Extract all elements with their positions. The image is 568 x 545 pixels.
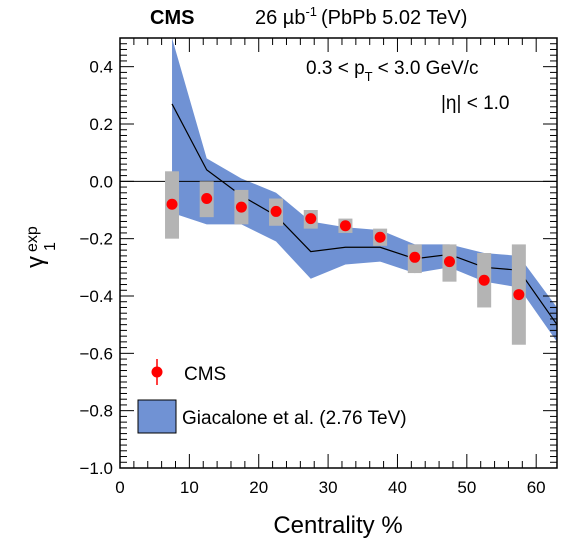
y-tick-label: −0.6 [79, 344, 113, 363]
legend-cms-label: CMS [184, 364, 226, 385]
x-tick-label: 50 [457, 478, 476, 497]
pt-range-annotation: 0.3 < pT < 3.0 GeV/c [306, 58, 478, 84]
legend: CMS Giacalone et al. (2.76 TeV) [137, 359, 407, 434]
cms-data-point [513, 289, 525, 301]
cms-data-point [443, 256, 455, 268]
y-tick-label: −0.8 [79, 402, 113, 421]
plot-area [120, 38, 557, 345]
y-tick-label: −1.0 [79, 459, 113, 478]
eta-cut-annotation: |η| < 1.0 [441, 93, 510, 114]
pt-range-subscript: T [365, 69, 373, 84]
pt-range-upper: < 3.0 GeV/c [378, 58, 479, 79]
cms-data-point [270, 205, 282, 217]
x-tick-label: 40 [388, 478, 407, 497]
cms-data-point [235, 201, 247, 213]
cms-data-point [305, 213, 317, 225]
x-tick-label: 20 [249, 478, 268, 497]
legend-band-label: Giacalone et al. (2.76 TeV) [182, 408, 407, 429]
y-tick-label: 0.2 [89, 115, 113, 134]
y-axis-title-symbol: γ [22, 256, 49, 268]
y-tick-label: 0.4 [89, 58, 113, 77]
x-tick-label: 60 [527, 478, 546, 497]
axis-ticks: 0 10 20 30 40 50 60 −1.0 −0.8 −0.6 −0.4 −0.2 0.0 0.2 0… [79, 37, 557, 497]
cms-data-point [166, 198, 178, 210]
y-tick-label: −0.2 [79, 230, 113, 249]
luminosity-exponent: -1 [305, 4, 317, 19]
cms-data-point [339, 220, 351, 232]
x-tick-label: 30 [319, 478, 338, 497]
x-tick-label: 10 [180, 478, 199, 497]
y-axis-title-superscript: exp [24, 226, 41, 252]
legend-cms-marker [151, 366, 163, 378]
chart-header-luminosity: 26 µb-1 (PbPb 5.02 TeV) [255, 4, 467, 29]
cms-data-point [409, 251, 421, 263]
y-tick-label: 0.0 [89, 172, 113, 191]
x-tick-label: 0 [115, 478, 124, 497]
x-axis-title: Centrality % [273, 512, 402, 539]
cms-data-point [478, 274, 490, 286]
legend-band-swatch [137, 399, 177, 434]
y-tick-label: −0.4 [79, 287, 113, 306]
pt-range-lower: 0.3 < p [306, 58, 365, 79]
cms-data-point [374, 231, 386, 243]
chart-header-experiment: CMS [150, 7, 194, 29]
y-axis-title-subscript: 1 [42, 242, 59, 251]
model-band [172, 38, 557, 342]
collision-system: (PbPb 5.02 TeV) [321, 7, 467, 29]
plot-frame [119, 37, 558, 469]
y-axis-title: γ exp 1 [22, 226, 59, 268]
svg-text:γ: γ [22, 256, 49, 268]
cms-data-point [201, 193, 213, 205]
luminosity-value: 26 µb [255, 7, 305, 29]
